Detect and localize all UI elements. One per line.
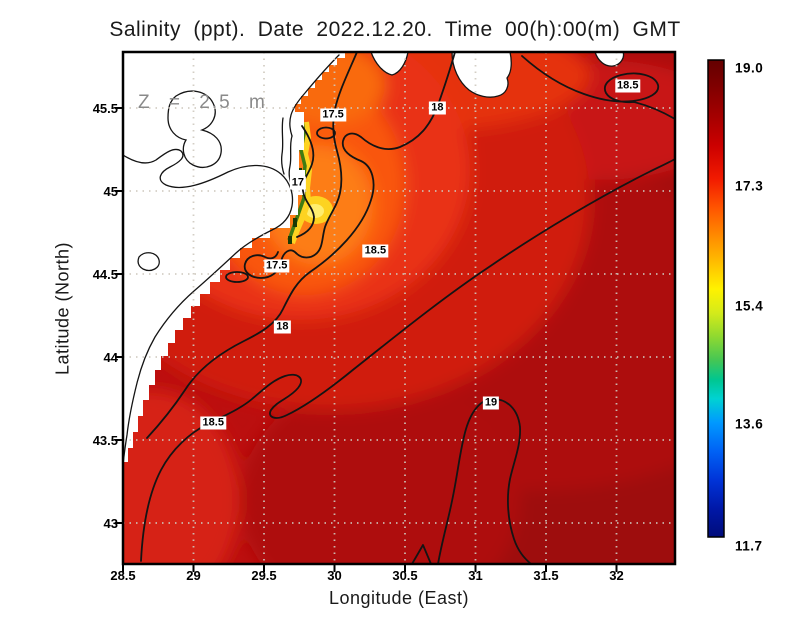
- contour-label-chip: 18: [274, 320, 291, 334]
- contour-label-chip: 18.5: [200, 416, 226, 430]
- lakes: [137, 90, 222, 272]
- coastline: [123, 54, 340, 465]
- contour-label-chip: 18: [429, 101, 446, 115]
- contour-label-chip: 19: [482, 396, 500, 410]
- colorbar-tick-label: 19.0: [735, 60, 764, 76]
- contour-label-chip: 18.5: [362, 244, 389, 258]
- contour-label-chip: 17.5: [320, 108, 346, 122]
- x-axis-title: Longitude (East): [328, 588, 470, 608]
- colorbar-gradient: [707, 59, 725, 538]
- contour-label-chip: 18.5: [615, 79, 641, 93]
- y-tick-label: 44: [103, 350, 118, 365]
- axis-ticks: [115, 107, 618, 572]
- x-tick-label: 29.5: [251, 568, 277, 583]
- north-coast-inlets: [370, 52, 625, 98]
- land-mass: [123, 52, 625, 465]
- y-tick-label: 44.5: [92, 267, 118, 282]
- y-axis-title: Latitude (North): [52, 241, 73, 376]
- x-tick-label: 28.5: [110, 568, 136, 583]
- depth-annotation: Z = 2.5 m: [138, 92, 267, 113]
- x-tick-label: 32: [609, 568, 624, 583]
- colorbar-tick-label: 17.3: [735, 178, 764, 194]
- x-tick-label: 31.5: [533, 568, 559, 583]
- grid-lines: [123, 52, 675, 564]
- contour-label-chip: 17.5: [263, 259, 290, 273]
- colorbar-tick-label: 15.4: [735, 298, 764, 314]
- contour-label-chip: 17: [289, 176, 306, 190]
- x-tick-label: 30.5: [392, 568, 418, 583]
- y-tick-label: 43: [103, 516, 118, 531]
- y-tick-label: 43.5: [92, 433, 118, 448]
- chart-title: Salinity (ppt). Date 2022.12.20. Time 00…: [109, 18, 681, 41]
- x-tick-label: 29: [186, 568, 201, 583]
- colorbar-tick-label: 13.6: [735, 416, 764, 432]
- x-tick-label: 31: [468, 568, 483, 583]
- colorbar: [707, 59, 725, 538]
- x-tick-label: 30: [327, 568, 342, 583]
- y-tick-label: 45: [103, 184, 118, 199]
- y-tick-label: 45.5: [92, 101, 118, 116]
- colorbar-tick-label: 11.7: [735, 538, 763, 554]
- plot-border: [121, 50, 677, 566]
